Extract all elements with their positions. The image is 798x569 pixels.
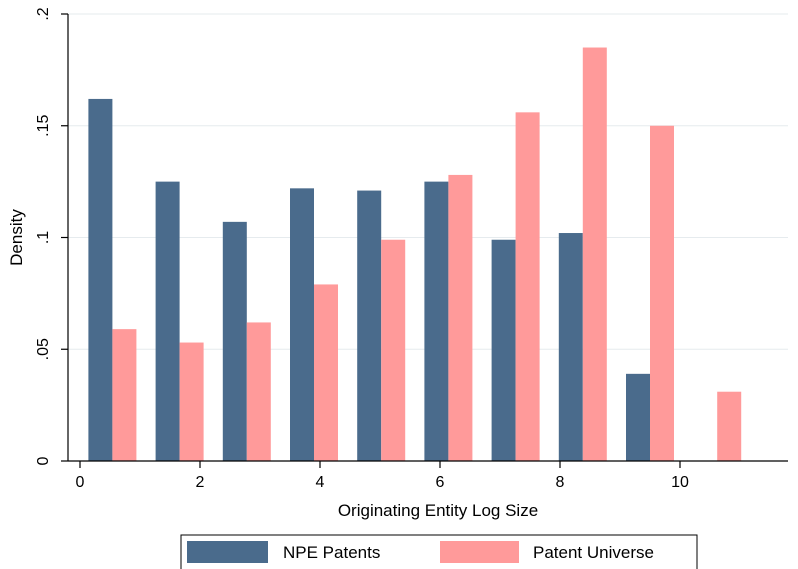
y-ticks: 0 .05 .1 .15 .2 — [35, 7, 68, 465]
x-ticks: 0 2 4 6 8 10 — [76, 461, 689, 491]
legend-swatch-npe-patents — [187, 541, 268, 563]
bar-patent-universe — [112, 329, 137, 461]
bar-patent-universe — [246, 322, 271, 461]
legend-swatch-patent-universe — [440, 541, 519, 563]
bar-npe-patents — [558, 233, 583, 461]
bar-patent-universe — [448, 174, 473, 462]
y-tick-label: .1 — [35, 231, 52, 244]
y-tick-label: .15 — [35, 115, 52, 137]
legend-label-npe-patents: NPE Patents — [283, 543, 380, 562]
bar-patent-universe — [515, 112, 540, 461]
bar-patent-universe — [717, 391, 742, 461]
bar-npe-patents — [491, 239, 516, 461]
y-tick-label: .2 — [35, 7, 52, 20]
x-tick-label: 6 — [436, 474, 445, 491]
bar-npe-patents — [626, 373, 650, 461]
x-tick-label: 10 — [671, 474, 689, 491]
x-tick-label: 2 — [196, 474, 205, 491]
bar-npe-patents — [155, 181, 180, 461]
x-tick-label: 0 — [76, 474, 85, 491]
bar-npe-patents — [222, 221, 247, 461]
bars — [88, 47, 742, 462]
bar-npe-patents — [424, 181, 449, 461]
y-axis-title: Density — [7, 209, 26, 266]
bar-patent-universe — [179, 342, 204, 461]
y-tick-label: .05 — [35, 338, 52, 360]
bar-npe-patents — [88, 98, 113, 462]
x-tick-label: 8 — [556, 474, 565, 491]
bar-patent-universe — [582, 47, 607, 462]
bar-npe-patents — [357, 190, 382, 461]
bar-patent-universe — [381, 239, 406, 461]
legend: NPE Patents Patent Universe — [180, 534, 698, 569]
y-tick-label: 0 — [35, 456, 52, 465]
bar-npe-patents — [290, 188, 314, 461]
x-tick-label: 4 — [316, 474, 325, 491]
bar-patent-universe — [650, 125, 674, 461]
bar-patent-universe — [314, 284, 338, 461]
legend-label-patent-universe: Patent Universe — [533, 543, 654, 562]
x-axis-title: Originating Entity Log Size — [338, 501, 538, 520]
